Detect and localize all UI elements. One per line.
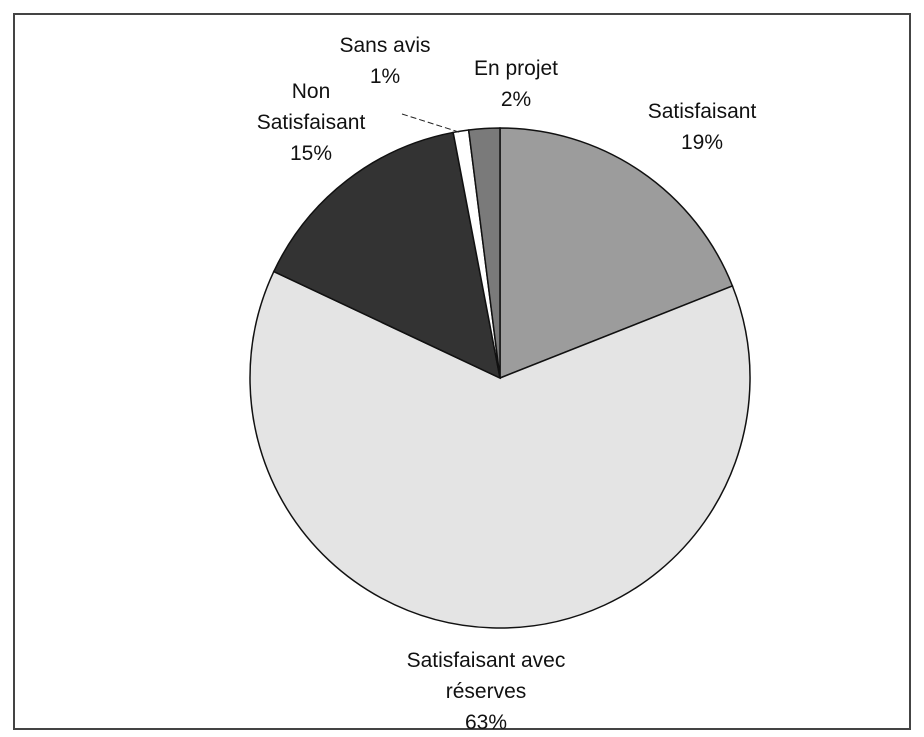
leader-line: [401, 113, 463, 134]
category-label: Non Satisfaisant: [256, 80, 366, 134]
pie-slice: [249, 270, 751, 629]
category-label: Sans avis: [339, 34, 431, 57]
value-label: 15%: [289, 142, 333, 165]
value-label: 1%: [369, 65, 401, 88]
value-label: 19%: [680, 131, 724, 154]
slice-label: Non Satisfaisant 15%: [241, 76, 381, 169]
frame: [13, 13, 911, 730]
slice-label: En projet 2%: [456, 53, 576, 115]
pie-slice: [499, 127, 734, 380]
pie-slice: [467, 127, 501, 379]
category-label: En projet: [473, 57, 559, 80]
category-label: Satisfaisant: [647, 100, 757, 123]
pie-slice: [272, 131, 502, 380]
slice-label: Satisfaisant avec réserves 63%: [386, 645, 586, 737]
value-label: 2%: [500, 88, 532, 111]
category-label: Satisfaisant avec réserves: [406, 649, 566, 703]
value-label: 63%: [464, 711, 508, 734]
slice-label: Satisfaisant 19%: [602, 96, 802, 158]
slice-label: Sans avis 1%: [330, 30, 440, 92]
